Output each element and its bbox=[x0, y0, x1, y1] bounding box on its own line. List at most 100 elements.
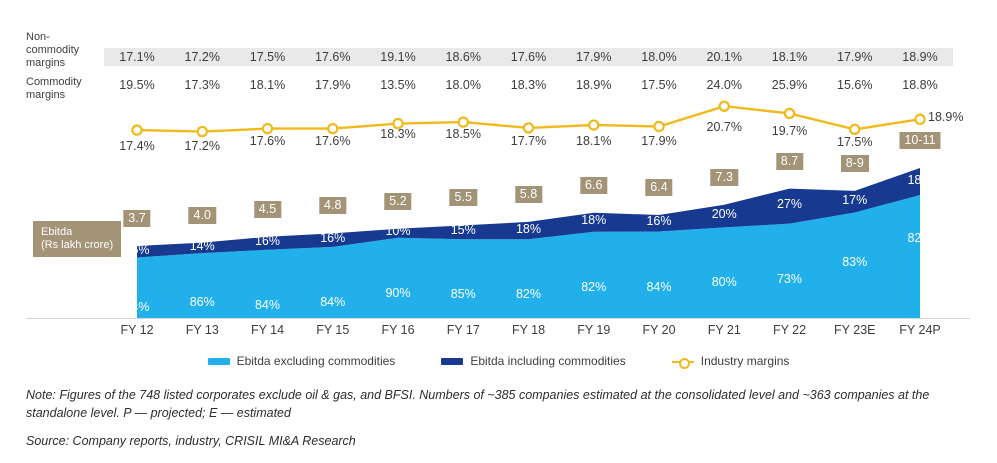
clipped-heading: in fiscal 2024: bbox=[28, 0, 126, 4]
legend-item[interactable]: Ebitda excluding commodities bbox=[207, 354, 395, 368]
x-axis-tick-label: FY 17 bbox=[446, 323, 480, 337]
industry-margins-point bbox=[261, 122, 274, 135]
legend-label: Industry margins bbox=[700, 354, 790, 368]
non-commodity-margin-value: 18.0% bbox=[626, 48, 692, 66]
ebitda-total-chip: 6.4 bbox=[645, 179, 673, 197]
excluding-commodities-share-label: 84% bbox=[254, 297, 281, 312]
row-label-line-3: margins bbox=[26, 57, 66, 69]
non-commodity-margin-value: 18.6% bbox=[430, 48, 497, 66]
legend-item[interactable]: Industry margins bbox=[671, 354, 790, 369]
including-commodities-share-label: 18% bbox=[515, 221, 542, 236]
including-commodities-share-label: 18% bbox=[581, 213, 607, 228]
commodity-margin-value: 25.9% bbox=[771, 78, 808, 92]
industry-margin-label: 17.6% bbox=[249, 134, 286, 148]
including-commodities-share-label: 14% bbox=[189, 238, 215, 253]
ebitda-total-chip: 5.5 bbox=[449, 189, 477, 207]
non-commodity-margin-value: 18.1% bbox=[756, 48, 823, 66]
x-axis-tick-label: FY 24P bbox=[899, 323, 941, 337]
ebitda-key-line-2: (Rs lakh crore) bbox=[41, 239, 114, 251]
row-label-commodity-margins: Commodity margins bbox=[26, 76, 106, 102]
x-axis-tick-label: FY 21 bbox=[707, 323, 741, 337]
ebitda-total-chip: 7.3 bbox=[710, 168, 738, 186]
ebitda-units-key: Ebitda (Rs lakh crore) bbox=[33, 221, 122, 257]
commodity-margin-value: 18.8% bbox=[902, 78, 938, 92]
industry-margin-label: 18.1% bbox=[576, 134, 612, 148]
non-commodity-margin-value: 17.5% bbox=[234, 48, 301, 66]
including-commodities-share-label: 10% bbox=[385, 224, 411, 239]
legend-line-marker-icon bbox=[671, 357, 694, 369]
x-axis-tick-label: FY 20 bbox=[642, 323, 676, 337]
including-commodities-share-label: 16% bbox=[320, 231, 346, 246]
stacked-area-chart bbox=[26, 100, 970, 319]
industry-margins-point bbox=[783, 107, 796, 120]
commodity-margin-value: 15.6% bbox=[837, 78, 873, 92]
excluding-commodities-share-label: 85% bbox=[450, 287, 476, 302]
industry-margins-point bbox=[849, 123, 861, 136]
industry-margin-label: 20.7% bbox=[706, 120, 742, 134]
excluding-commodities-share-label: 90% bbox=[385, 285, 411, 300]
industry-margins-point bbox=[914, 113, 926, 125]
x-axis-tick-label: FY 16 bbox=[381, 323, 415, 337]
non-commodity-margin-value: 17.6% bbox=[299, 48, 366, 66]
including-commodities-share-label: 17% bbox=[842, 192, 868, 207]
excluding-commodities-share-label: 86% bbox=[189, 295, 215, 310]
commodity-margin-value: 18.0% bbox=[445, 78, 481, 92]
including-commodities-share-label: 16% bbox=[124, 242, 150, 257]
row-label-non-commodity-margins: Non- commodity margins bbox=[26, 31, 106, 70]
industry-margins-point bbox=[522, 122, 535, 134]
industry-margin-label: 18.3% bbox=[380, 127, 416, 141]
including-commodities-share-label: 16% bbox=[254, 234, 281, 249]
including-commodities-share-label: 16% bbox=[646, 214, 672, 229]
non-commodity-margins-row: 17.1% 17.2% 17.5% 17.6% 19.1% 18.6% 17.6% 17.9%… bbox=[104, 48, 970, 68]
non-commodity-margin-value: 18.9% bbox=[887, 48, 953, 66]
non-commodity-margin-value: 17.2% bbox=[169, 48, 236, 66]
legend-item[interactable]: Ebitda including commodities bbox=[441, 354, 626, 368]
ebitda-total-chip: 4.8 bbox=[319, 197, 347, 215]
x-axis-tick-label: FY 15 bbox=[316, 323, 350, 337]
excluding-commodities-share-label: 80% bbox=[711, 275, 737, 290]
industry-margins-point bbox=[131, 124, 143, 136]
chart-legend: Ebitda excluding commodities Ebitda inclu… bbox=[0, 354, 997, 369]
ebitda-total-chip: 3.7 bbox=[123, 210, 151, 227]
non-commodity-margin-value: 19.1% bbox=[365, 48, 431, 66]
x-axis-tick-label: FY 14 bbox=[250, 323, 285, 337]
ebitda-total-chip: 10-11 bbox=[899, 132, 941, 149]
x-axis-tick-label: FY 22 bbox=[772, 323, 807, 337]
industry-margins-point bbox=[718, 100, 730, 112]
ebitda-total-chip: 5.2 bbox=[384, 192, 412, 210]
excluding-commodities-share-label: 82% bbox=[581, 279, 607, 294]
area-ebitda-excluding-commodities bbox=[137, 195, 920, 318]
x-axis-tick-label: FY 12 bbox=[120, 323, 154, 337]
commodity-margin-value: 17.3% bbox=[184, 78, 220, 92]
industry-margin-label: 18.9% bbox=[928, 110, 964, 125]
non-commodity-margin-value: 20.1% bbox=[691, 48, 758, 66]
row-label-line-1: Commodity bbox=[26, 76, 82, 88]
commodity-margin-value: 24.0% bbox=[706, 78, 742, 92]
excluding-commodities-share-label: 82% bbox=[907, 231, 933, 245]
non-commodity-margin-value: 17.6% bbox=[495, 48, 562, 66]
footnote-text: Note: Figures of the 748 listed corporat… bbox=[26, 388, 930, 420]
ebitda-key-line-1: Ebitda bbox=[41, 226, 73, 238]
ebitda-total-chip: 5.8 bbox=[514, 185, 543, 203]
including-commodities-share-label: 20% bbox=[711, 207, 737, 222]
commodity-margin-value: 17.9% bbox=[315, 78, 351, 92]
excluding-commodities-share-label: 84% bbox=[646, 279, 672, 294]
area-ebitda-including-commodities bbox=[137, 168, 920, 258]
legend-label: Ebitda including commodities bbox=[470, 354, 626, 368]
industry-margin-label: 17.9% bbox=[641, 134, 677, 148]
excluding-commodities-share-label: 84% bbox=[124, 299, 150, 314]
legend-color-swatch-icon bbox=[207, 357, 230, 365]
industry-margin-label: 19.7% bbox=[771, 124, 808, 138]
excluding-commodities-share-label: 82% bbox=[515, 287, 542, 302]
non-commodity-margin-value: 17.9% bbox=[560, 48, 627, 66]
industry-margin-label: 17.5% bbox=[837, 135, 873, 149]
commodity-margin-value: 17.5% bbox=[641, 78, 677, 92]
industry-margin-label: 17.4% bbox=[119, 139, 155, 153]
ebitda-total-chip: 4.5 bbox=[253, 200, 282, 218]
commodity-margin-value: 19.5% bbox=[119, 78, 155, 92]
industry-margin-label: 18.5% bbox=[445, 127, 481, 141]
industry-margins-point bbox=[653, 120, 665, 133]
including-commodities-share-label: 18% bbox=[907, 172, 933, 187]
industry-margin-label: 17.6% bbox=[315, 134, 351, 148]
ebitda-total-chip: 4.0 bbox=[188, 206, 216, 224]
